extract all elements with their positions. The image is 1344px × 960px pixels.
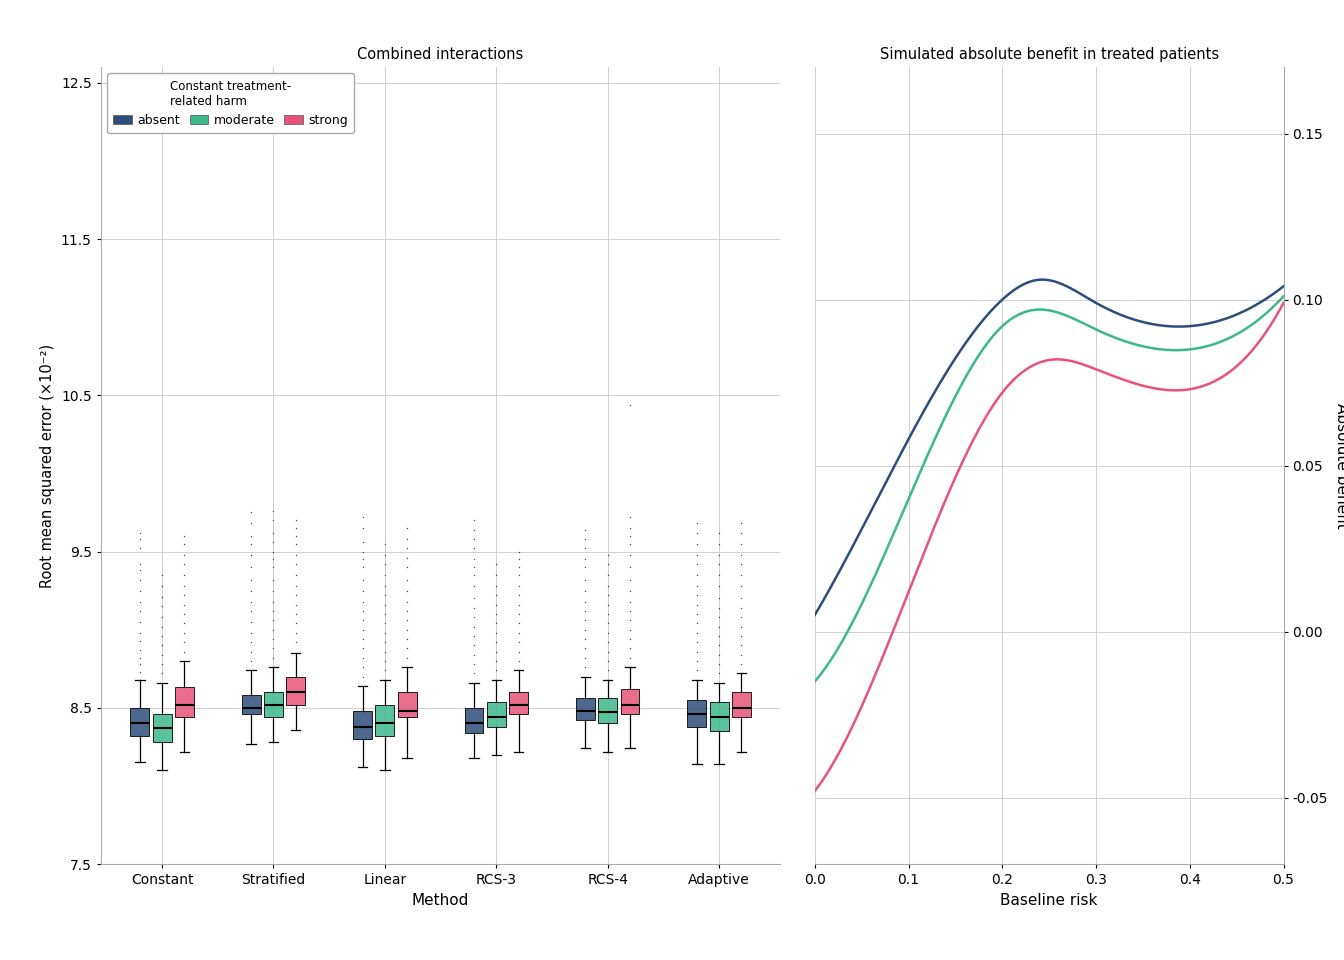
PathPatch shape <box>130 708 149 736</box>
X-axis label: Baseline risk: Baseline risk <box>1000 893 1098 907</box>
PathPatch shape <box>732 692 751 717</box>
PathPatch shape <box>263 692 284 717</box>
Y-axis label: Absolute benefit: Absolute benefit <box>1333 403 1344 528</box>
PathPatch shape <box>398 692 417 717</box>
PathPatch shape <box>242 695 261 714</box>
PathPatch shape <box>687 700 707 727</box>
PathPatch shape <box>577 698 595 720</box>
PathPatch shape <box>598 698 617 724</box>
PathPatch shape <box>710 702 728 732</box>
PathPatch shape <box>487 702 505 727</box>
Legend: absent, moderate, strong: absent, moderate, strong <box>108 74 355 133</box>
PathPatch shape <box>353 711 372 739</box>
PathPatch shape <box>465 708 484 732</box>
PathPatch shape <box>286 677 305 705</box>
X-axis label: Method: Method <box>411 893 469 907</box>
PathPatch shape <box>375 705 394 736</box>
PathPatch shape <box>509 692 528 714</box>
Title: Simulated absolute benefit in treated patients: Simulated absolute benefit in treated pa… <box>879 47 1219 61</box>
PathPatch shape <box>175 687 194 717</box>
PathPatch shape <box>153 714 172 742</box>
PathPatch shape <box>621 689 640 714</box>
Title: Combined interactions: Combined interactions <box>358 47 524 61</box>
Y-axis label: Root mean squared error (×10⁻²): Root mean squared error (×10⁻²) <box>40 344 55 588</box>
